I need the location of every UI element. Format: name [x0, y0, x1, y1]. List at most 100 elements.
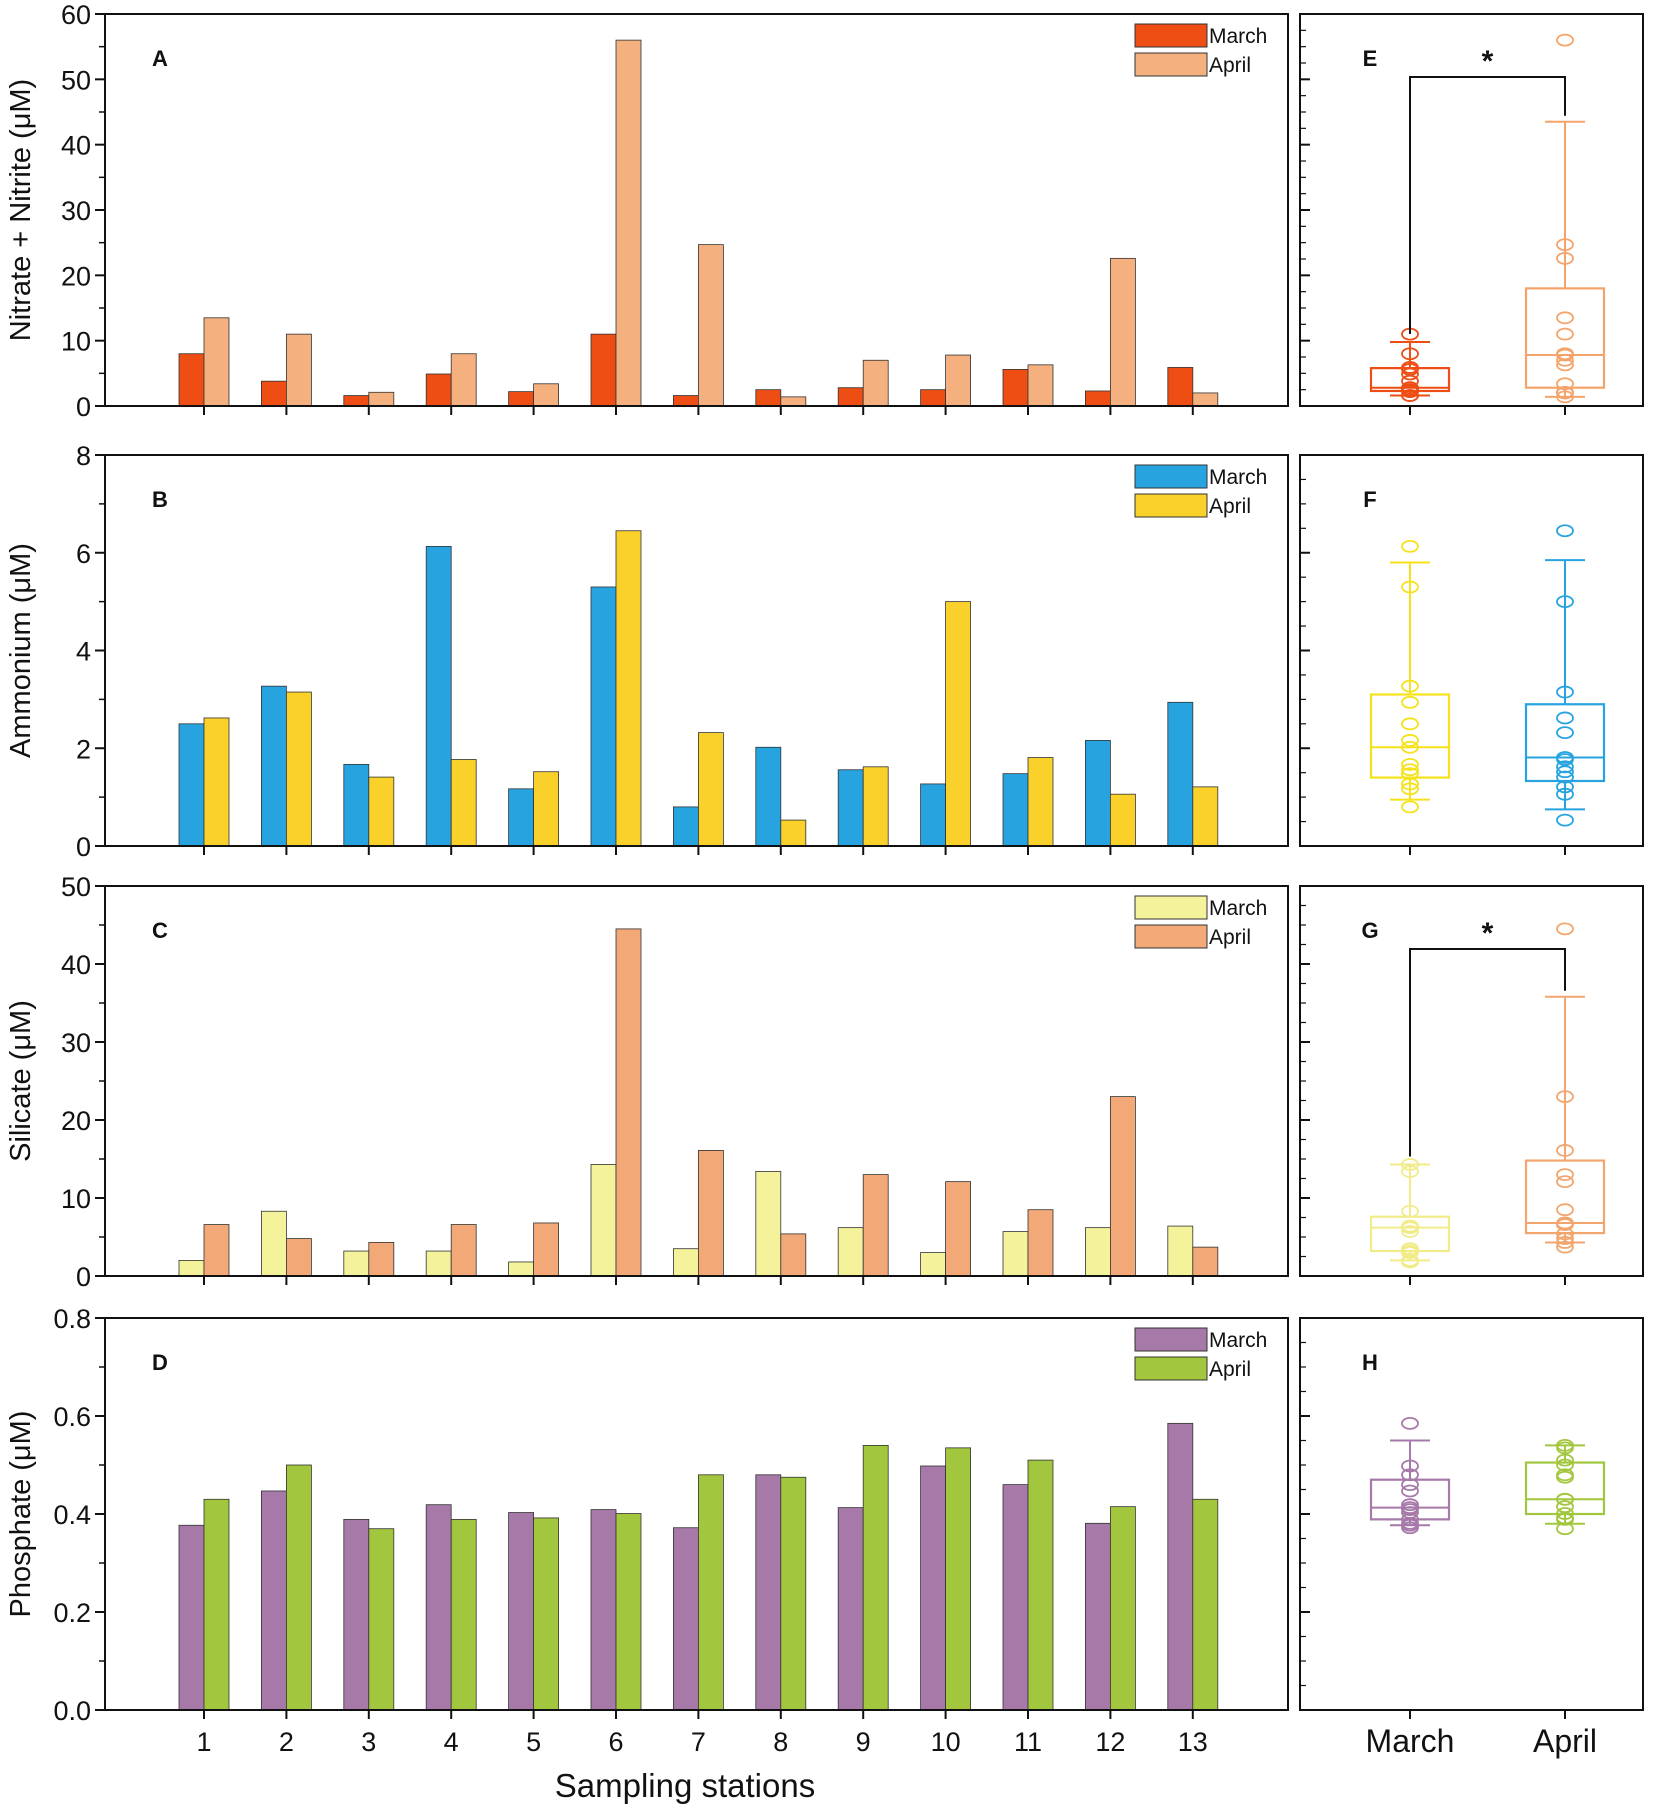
bar-C-march-7: [673, 1248, 699, 1277]
bar-B-march-9: [837, 769, 864, 847]
point-E-april: [1556, 238, 1574, 252]
point-F-march: [1401, 800, 1419, 814]
point-F-april: [1556, 595, 1574, 609]
point-F-april: [1556, 765, 1574, 779]
point-H-april: [1556, 1453, 1574, 1467]
y-tick-label-D: 0.0: [53, 1696, 91, 1726]
bar-B-april-9: [862, 766, 889, 847]
bar-A-april-2: [285, 333, 312, 407]
y-tick-label-B: 0: [76, 832, 91, 862]
y-tick-label-C: 0: [76, 1262, 91, 1292]
point-G-april: [1556, 1144, 1574, 1157]
point-E-april: [1556, 33, 1574, 47]
bar-D-march-1: [178, 1524, 205, 1711]
legend-swatch-B-april: [1134, 493, 1208, 518]
point-F-april: [1556, 685, 1574, 699]
point-H-april: [1556, 1468, 1574, 1482]
legend-swatch-A-march: [1134, 23, 1208, 48]
bar-D-march-3: [343, 1518, 370, 1711]
bar-B-april-6: [615, 530, 642, 847]
bar-A-april-5: [533, 383, 559, 407]
bar-B-april-1: [203, 717, 230, 847]
significance-bracket-G: [1409, 948, 1566, 1157]
panel-letter-E: E: [1363, 46, 1378, 71]
point-G-april: [1556, 1203, 1574, 1217]
x-tick-label-station-13: 13: [1178, 1727, 1208, 1757]
bar-B-april-4: [450, 759, 477, 847]
bar-A-april-1: [203, 317, 230, 407]
bar-D-april-12: [1110, 1506, 1136, 1711]
bar-D-april-7: [698, 1474, 724, 1711]
point-F-april: [1556, 787, 1574, 801]
bar-B-march-5: [508, 788, 535, 847]
x-tick-label-station-9: 9: [856, 1727, 871, 1757]
point-F-march: [1401, 695, 1419, 709]
point-G-april: [1556, 1236, 1574, 1249]
point-G-march: [1401, 1225, 1419, 1238]
point-F-april: [1556, 726, 1574, 740]
bar-C-march-3: [343, 1250, 370, 1277]
point-H-march: [1401, 1459, 1419, 1473]
point-E-march: [1401, 389, 1419, 402]
bar-B-march-13: [1167, 701, 1194, 847]
point-F-april: [1556, 813, 1574, 827]
bar-A-march-10: [920, 389, 946, 407]
bar-D-march-7: [673, 1527, 699, 1711]
point-E-april: [1556, 251, 1574, 265]
point-F-march: [1401, 580, 1419, 594]
y-tick-label-A: 20: [61, 261, 91, 291]
point-F-march: [1401, 782, 1419, 796]
bar-D-april-11: [1027, 1459, 1054, 1711]
point-H-march: [1401, 1506, 1419, 1519]
bar-D-april-10: [945, 1447, 971, 1711]
x-tick-label-station-3: 3: [361, 1727, 376, 1757]
point-F-april: [1556, 524, 1574, 538]
y-tick-label-C: 50: [61, 872, 91, 902]
point-H-april: [1556, 1439, 1574, 1452]
bar-C-march-13: [1167, 1225, 1194, 1277]
point-H-march: [1401, 1416, 1419, 1430]
x-tick-label-station-4: 4: [444, 1727, 459, 1757]
bar-A-april-10: [945, 354, 971, 407]
legend-swatch-D-april: [1134, 1356, 1208, 1381]
point-H-april: [1556, 1500, 1574, 1514]
box-F-april: [1524, 703, 1606, 783]
bar-D-march-9: [837, 1507, 864, 1711]
y-tick-label-C: 30: [61, 1028, 91, 1058]
bar-C-april-10: [945, 1181, 971, 1277]
panel-letter-D: D: [152, 1350, 168, 1375]
bar-A-april-6: [615, 39, 642, 407]
legend-label-C-march: March: [1209, 897, 1267, 920]
bar-D-april-5: [533, 1517, 559, 1711]
x-tick-label-station-5: 5: [526, 1727, 541, 1757]
point-G-april: [1556, 1090, 1574, 1103]
point-F-march: [1401, 740, 1419, 754]
legend-swatch-C-april: [1134, 924, 1208, 949]
x-tick-label-station-1: 1: [196, 1727, 211, 1757]
legend-label-D-march: March: [1209, 1329, 1267, 1352]
point-F-march: [1401, 763, 1419, 777]
legend-label-B-april: April: [1209, 495, 1251, 518]
bar-D-march-2: [260, 1490, 287, 1711]
bar-B-april-5: [533, 771, 559, 847]
bar-A-march-11: [1002, 369, 1029, 407]
bar-C-march-12: [1085, 1227, 1111, 1277]
bar-D-march-10: [920, 1465, 946, 1711]
panel-frame-G: [1299, 885, 1644, 1277]
bar-A-april-7: [698, 244, 724, 407]
point-E-april: [1556, 390, 1574, 404]
y-tick-label-D: 0.6: [53, 1402, 91, 1432]
bar-B-april-2: [285, 691, 312, 847]
point-H-april: [1556, 1492, 1574, 1506]
point-G-march: [1401, 1204, 1419, 1218]
bar-C-april-3: [368, 1242, 395, 1277]
point-H-april: [1556, 1458, 1574, 1472]
bar-B-march-2: [260, 685, 287, 847]
y-tick-label-C: 40: [61, 950, 91, 980]
bar-C-march-2: [260, 1210, 287, 1277]
point-F-march: [1401, 717, 1419, 731]
bar-C-april-6: [615, 928, 642, 1277]
point-E-april: [1556, 347, 1574, 361]
bar-B-march-1: [178, 723, 205, 847]
